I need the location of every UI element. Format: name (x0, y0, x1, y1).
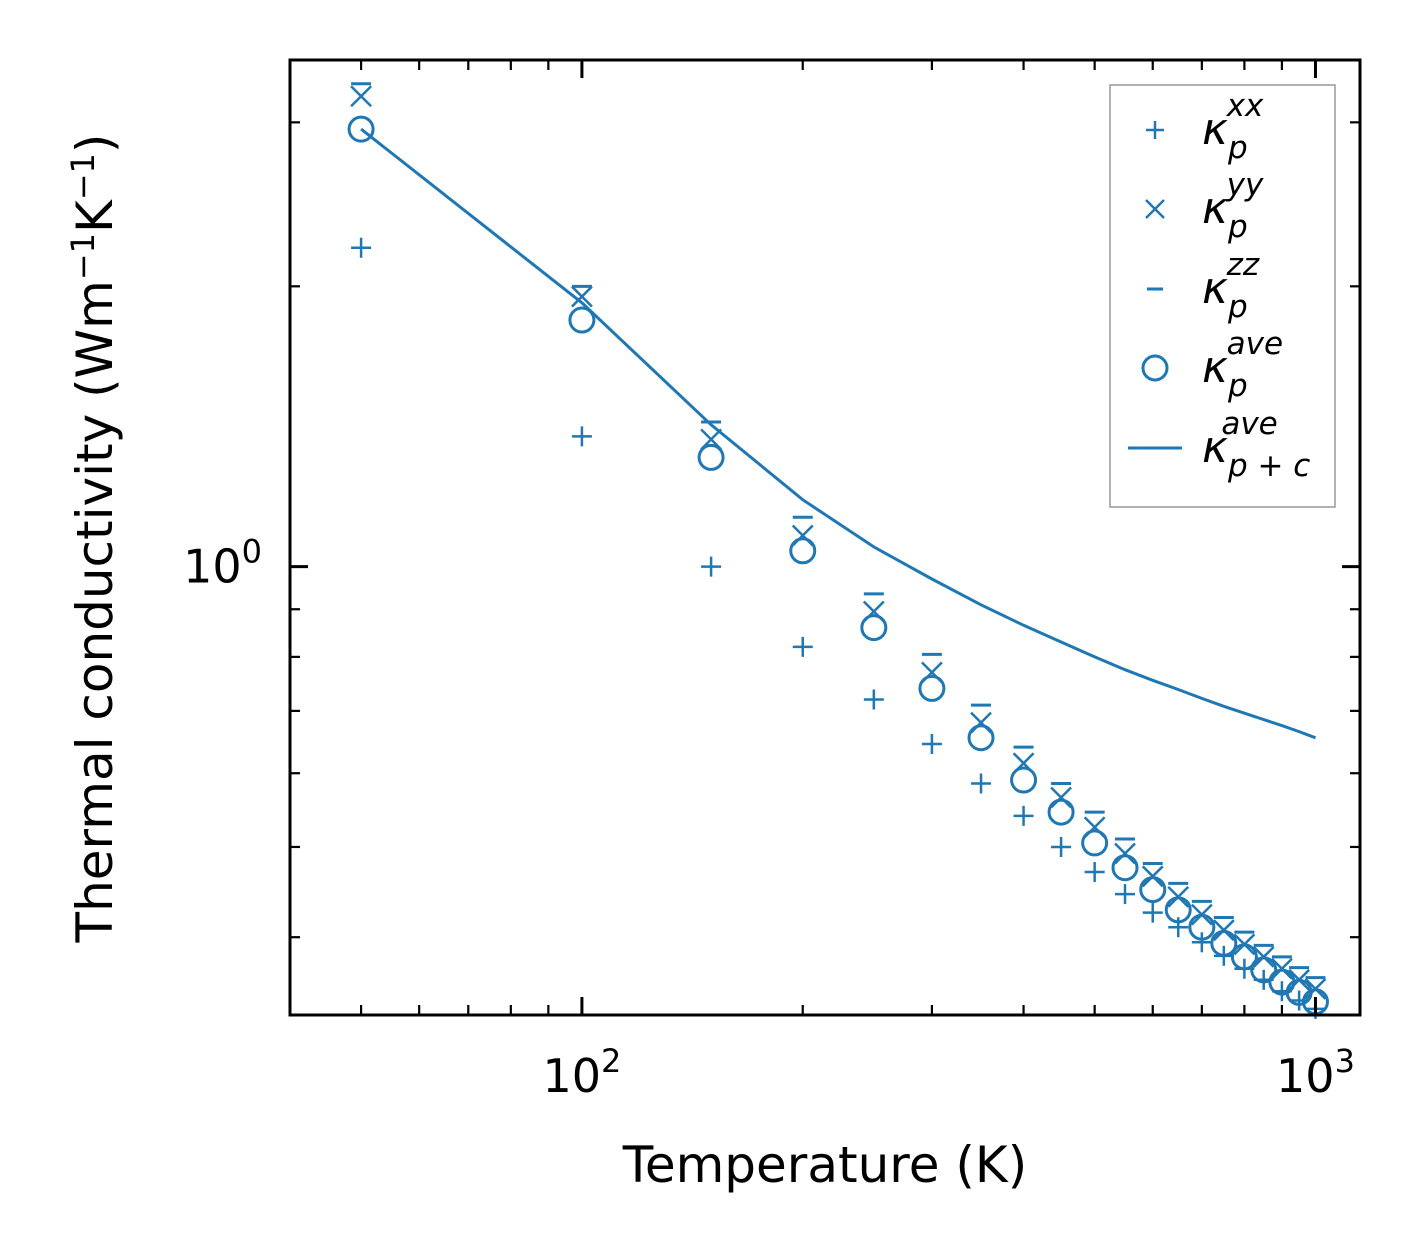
series-kappa_p_ave (347, 115, 1329, 1016)
series-kappa_p_xx (351, 237, 1326, 1019)
y-tick-label-1: 100 (183, 533, 262, 594)
legend-label-kappa_p_ave: κpave (1202, 326, 1283, 404)
point-kappa_p_xx-450 (1051, 836, 1072, 857)
y-axis-label: Thermal conductivity (Wm−1K−1) (64, 134, 124, 944)
point-kappa_p_ave-250 (860, 614, 888, 642)
point-kappa_p_xx-550 (1115, 884, 1136, 905)
point-kappa_p_ave-650 (1164, 896, 1192, 924)
legend-marker-kappa_p_yy (1145, 199, 1165, 219)
point-kappa_p_xx-250 (863, 689, 884, 710)
point-kappa_p_xx-500 (1084, 861, 1105, 882)
point-kappa_p_xx-700 (1191, 932, 1212, 953)
point-kappa_p_ave-50 (347, 115, 375, 143)
point-kappa_p_ave-850 (1250, 956, 1278, 984)
x-tick-label-100: 102 (542, 1042, 621, 1103)
plot-frame (288, 58, 1362, 1017)
legend-box (1109, 84, 1336, 508)
point-kappa_p_xx-200 (792, 636, 813, 657)
point-kappa_p_ave-950 (1285, 978, 1313, 1006)
point-kappa_p_xx-600 (1142, 902, 1163, 923)
legend-marker-kappa_p_ave (1141, 354, 1169, 382)
legend-label-kappa_pc_ave: κp + cave (1202, 406, 1310, 484)
point-kappa_p_yy-550 (1114, 842, 1136, 865)
point-kappa_p_xx-100 (571, 426, 592, 447)
point-kappa_p_xx-150 (701, 556, 722, 577)
point-kappa_p_ave-500 (1081, 829, 1109, 857)
point-kappa_p_ave-450 (1047, 798, 1075, 826)
x-tick-label-1000: 103 (1276, 1042, 1355, 1103)
point-kappa_p_xx-300 (921, 733, 942, 754)
point-kappa_p_xx-400 (1013, 805, 1034, 826)
series-kappa_p_zz (351, 82, 1326, 980)
series-line-kappa_pc_ave (360, 127, 1317, 740)
legend-label-kappa_p_yy: κpyy (1202, 167, 1264, 245)
point-kappa_p_ave-800 (1230, 943, 1258, 971)
point-kappa_p_ave-700 (1188, 913, 1216, 941)
point-kappa_p_ave-600 (1139, 876, 1167, 904)
plot-layer (347, 82, 1329, 1019)
point-kappa_p_ave-100 (568, 306, 596, 334)
point-kappa_p_ave-300 (918, 674, 946, 702)
point-kappa_p_ave-750 (1210, 929, 1238, 957)
point-kappa_p_ave-200 (789, 537, 817, 565)
point-kappa_p_yy-450 (1050, 786, 1072, 809)
ticks-layer (288, 60, 1360, 1015)
point-kappa_p_ave-550 (1111, 854, 1139, 882)
point-kappa_p_ave-150 (697, 443, 725, 471)
point-kappa_p_ave-350 (967, 724, 995, 752)
point-kappa_p_ave-400 (1010, 766, 1038, 794)
legend-label-kappa_p_xx: κpxx (1202, 88, 1264, 166)
legend-marker-kappa_p_xx (1146, 121, 1164, 139)
x-axis-label: Temperature (K) (622, 1136, 1027, 1194)
point-kappa_p_xx-50 (351, 237, 372, 258)
legend-label-kappa_p_zz: κpzz (1202, 247, 1260, 325)
point-kappa_p_yy-50 (350, 85, 372, 108)
point-kappa_p_yy-100 (571, 285, 593, 308)
point-kappa_p_xx-350 (971, 773, 992, 794)
